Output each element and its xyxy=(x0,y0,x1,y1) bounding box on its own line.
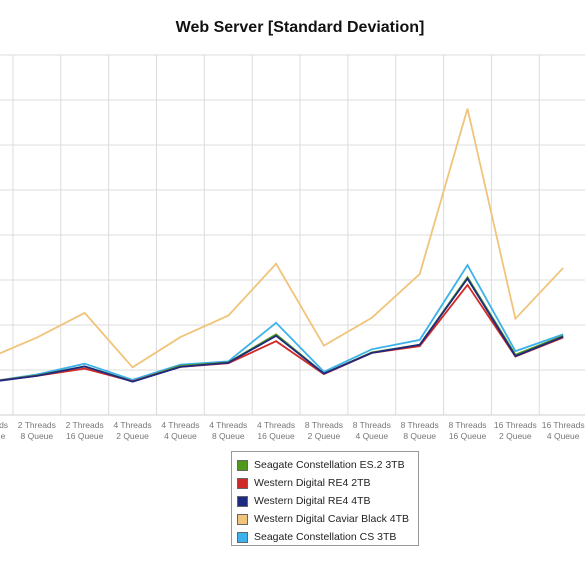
legend-label: Seagate Constellation CS 3TB xyxy=(254,531,397,543)
x-tick-label: 16 Queue xyxy=(66,431,104,441)
legend-swatch xyxy=(237,513,248,525)
legend-label: Western Digital Caviar Black 4TB xyxy=(254,513,410,525)
series-line xyxy=(0,276,564,383)
series-line xyxy=(0,283,564,383)
series-line xyxy=(0,108,564,369)
x-tick-label: 16 Queue xyxy=(257,431,295,441)
x-tick-label: 2 Threads xyxy=(66,420,104,430)
x-tick-label: 8 Threads xyxy=(448,420,486,430)
x-tick-label: 8 Queue xyxy=(212,431,245,441)
legend-label: Western Digital RE4 2TB xyxy=(254,477,371,489)
legend-swatch xyxy=(237,459,248,471)
x-tick-label: 2 Queue xyxy=(308,431,341,441)
x-tick-label: 4 Threads xyxy=(209,420,247,430)
x-tick-label: 4 Queue xyxy=(547,431,580,441)
legend-swatch xyxy=(237,531,248,543)
x-tick-label: 4 Queue xyxy=(0,431,6,441)
x-tick-label: 8 Threads xyxy=(305,420,343,430)
legend-item-seagate-cs: Seagate Constellation CS 3TB xyxy=(237,528,418,546)
x-tick-label: 2 Threads xyxy=(18,420,56,430)
x-tick-label: 4 Threads xyxy=(257,420,295,430)
x-tick-label: 16 Queue xyxy=(449,431,487,441)
x-tick-label: 4 Queue xyxy=(164,431,197,441)
legend-label: Western Digital RE4 4TB xyxy=(254,495,371,507)
legend-swatch xyxy=(237,495,248,507)
series-line xyxy=(0,263,564,381)
x-tick-label: 8 Threads xyxy=(353,420,391,430)
x-tick-label: 16 Threads xyxy=(494,420,537,430)
legend-item-wd-black-4tb: Western Digital Caviar Black 4TB xyxy=(237,510,418,528)
legend-item-wd-re4-4tb: Western Digital RE4 4TB xyxy=(237,492,418,510)
legend-label: Seagate Constellation ES.2 3TB xyxy=(254,459,405,471)
x-tick-label: 8 Queue xyxy=(21,431,54,441)
x-tick-label: 16 Threads xyxy=(542,420,585,430)
x-tick-label: 4 Threads xyxy=(113,420,151,430)
legend-item-seagate-es2: Seagate Constellation ES.2 3TB xyxy=(237,456,418,474)
x-tick-label: 8 Queue xyxy=(403,431,436,441)
legend-item-wd-re4-2tb: Western Digital RE4 2TB xyxy=(237,474,418,492)
chart-title: Web Server [Standard Deviation] xyxy=(175,19,425,36)
x-tick-label: 4 Threads xyxy=(161,420,199,430)
x-tick-label: 8 Threads xyxy=(401,420,439,430)
x-tick-label: 2 Queue xyxy=(499,431,532,441)
legend-swatch xyxy=(237,477,248,489)
x-tick-label: 4 Queue xyxy=(355,431,388,441)
x-tick-label: 2 Threads xyxy=(0,420,8,430)
chart-legend: Seagate Constellation ES.2 3TB Western D… xyxy=(231,451,419,546)
x-tick-label: 2 Queue xyxy=(116,431,149,441)
